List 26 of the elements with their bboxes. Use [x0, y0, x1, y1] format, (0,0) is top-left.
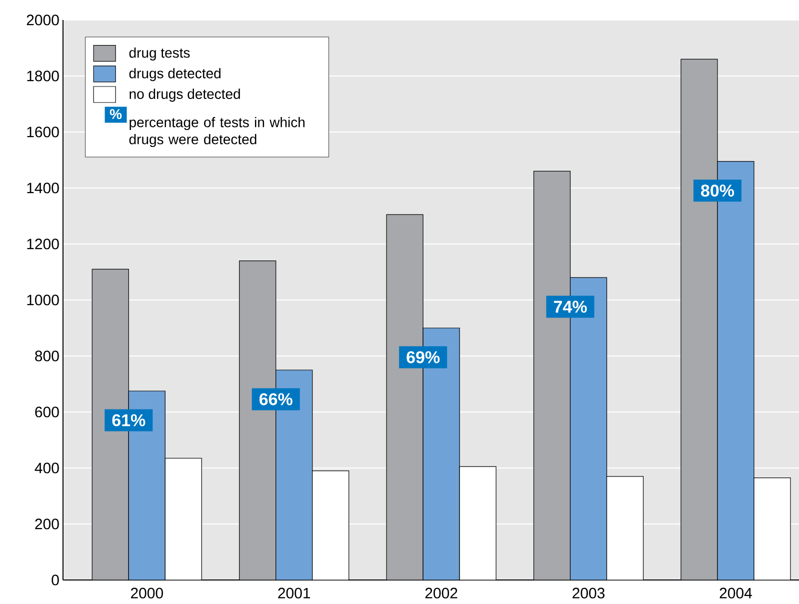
- y-tick-label: 400: [34, 462, 59, 474]
- annotation: percentage of tests in which drugs were detected: [129, 116, 305, 148]
- legend-label: drugs detected: [129, 68, 220, 82]
- annotation: 74%: [554, 300, 587, 313]
- legend-label: drug tests: [129, 47, 190, 61]
- annotation: 69%: [406, 351, 440, 364]
- y-tick-label: 1000: [27, 294, 59, 306]
- y-tick-label: 1200: [27, 238, 59, 250]
- annotation: 80%: [700, 184, 734, 197]
- y-tick-label: 1800: [27, 70, 59, 82]
- annotation: %: [110, 109, 122, 120]
- y-tick-label: 600: [35, 406, 59, 418]
- y-tick-label: 1600: [27, 126, 59, 138]
- annotation: 66%: [259, 393, 292, 406]
- y-tick-label: 200: [35, 518, 59, 530]
- y-tick-label: 0: [52, 574, 59, 586]
- legend-label: no drugs detected: [130, 88, 240, 102]
- x-tick-label: 2001: [278, 588, 310, 598]
- y-tick-label: 800: [35, 350, 59, 362]
- x-tick-label: 2000: [130, 588, 163, 598]
- x-tick-label: 2003: [572, 588, 605, 598]
- x-tick-label: 2004: [720, 588, 752, 598]
- y-tick-label: 1400: [27, 182, 59, 194]
- y-tick-label: 2000: [26, 14, 59, 26]
- annotation: 61%: [112, 414, 146, 426]
- x-tick-label: 2002: [425, 588, 458, 598]
